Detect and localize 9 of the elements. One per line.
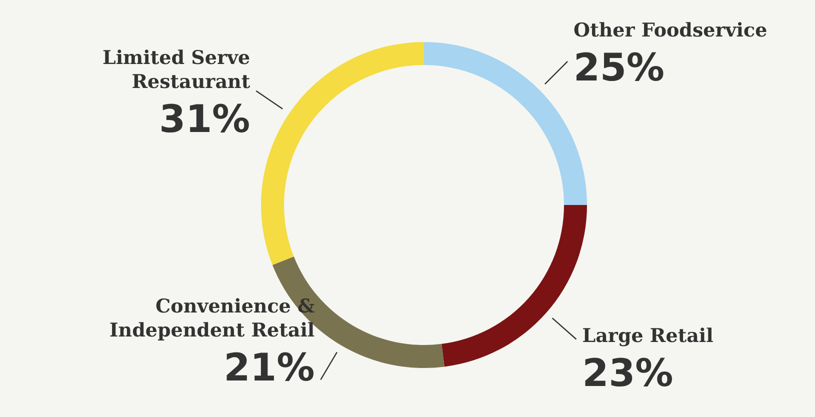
slice-label: Other Foodservice [574, 19, 768, 42]
slice-label: Limited Serve Restaurant [102, 46, 250, 93]
data-label: 31% [159, 96, 250, 141]
data-label: 21% [224, 346, 315, 390]
data-label: 25% [574, 45, 665, 90]
slice-label: Large Retail [582, 325, 714, 348]
slice-label: Convenience & Independent Retail [109, 296, 315, 342]
donut-slice [261, 42, 424, 266]
data-label: 23% [582, 351, 674, 396]
